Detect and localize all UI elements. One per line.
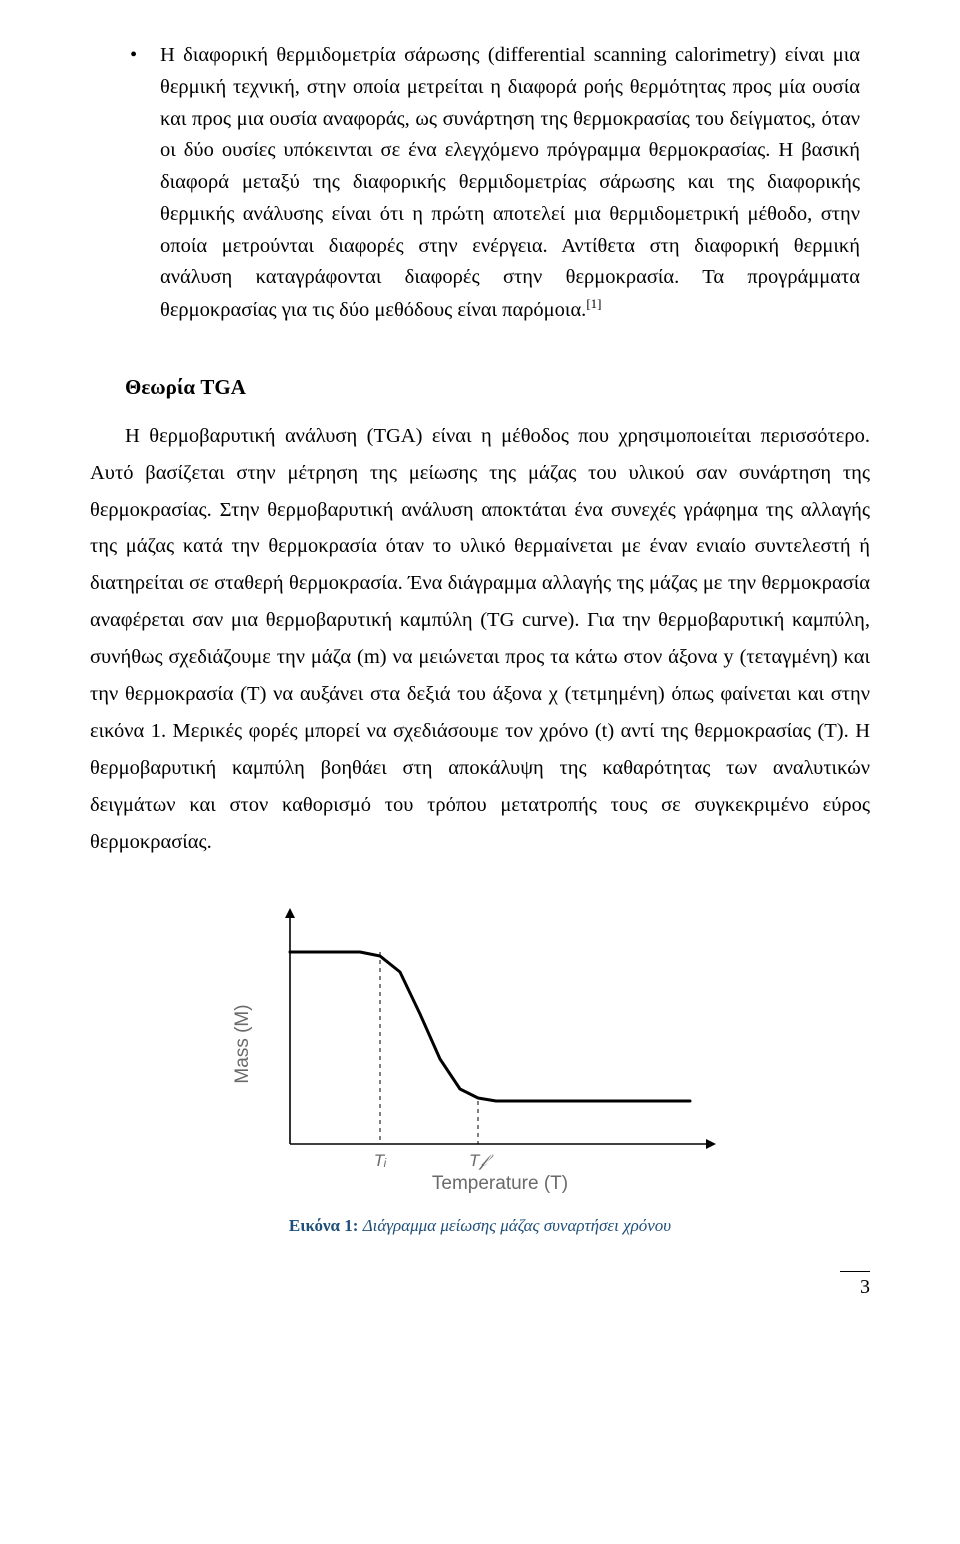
bullet-text: Η διαφορική θερμιδομετρία σάρωσης (diffe… bbox=[160, 44, 860, 321]
tg-curve-chart: Mass (M) Temperature (T) Tᵢ T𝒻 bbox=[220, 894, 740, 1194]
figure-caption: Εικόνα 1: Διάγραμμα μείωσης μάζας συναρτ… bbox=[289, 1216, 671, 1236]
bullet-paragraph: • Η διαφορική θερμιδομετρία σάρωσης (dif… bbox=[160, 40, 860, 327]
caption-label: Εικόνα 1: bbox=[289, 1216, 359, 1235]
figure-container: Mass (M) Temperature (T) Tᵢ T𝒻 Εικόνα 1: Δι… bbox=[90, 894, 870, 1236]
reference-superscript: [1] bbox=[586, 296, 601, 311]
section-heading: Θεωρία TGA bbox=[125, 375, 870, 400]
caption-text: Διάγραμμα μείωσης μάζας συναρτήσει χρόνο… bbox=[363, 1216, 671, 1235]
svg-text:Mass (M): Mass (M) bbox=[232, 1005, 253, 1084]
document-page: • Η διαφορική θερμιδομετρία σάρωσης (dif… bbox=[0, 0, 960, 1329]
page-number: 3 bbox=[840, 1271, 870, 1299]
section-body: Η θερμοβαρυτική ανάλυση (TGA) είναι η μέ… bbox=[90, 418, 870, 861]
svg-text:Temperature (T): Temperature (T) bbox=[432, 1173, 568, 1194]
bullet-marker: • bbox=[130, 40, 137, 72]
svg-text:T𝒻: T𝒻 bbox=[469, 1151, 494, 1170]
svg-text:Tᵢ: Tᵢ bbox=[374, 1151, 387, 1170]
